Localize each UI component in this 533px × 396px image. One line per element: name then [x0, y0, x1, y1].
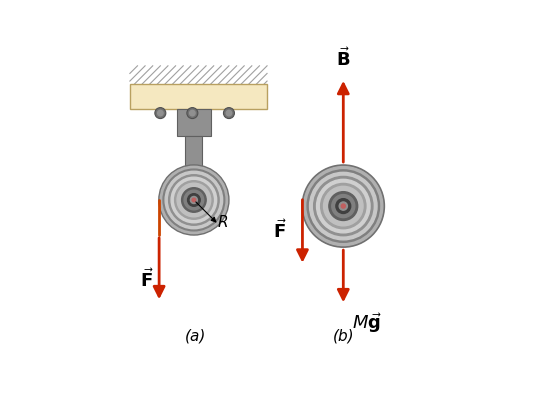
- Text: (a): (a): [185, 328, 206, 343]
- Circle shape: [192, 198, 196, 202]
- Circle shape: [184, 190, 204, 210]
- Circle shape: [187, 108, 198, 118]
- Bar: [185, 136, 201, 169]
- Circle shape: [332, 194, 355, 218]
- Circle shape: [158, 110, 163, 116]
- Circle shape: [324, 187, 363, 226]
- Circle shape: [339, 202, 348, 210]
- Circle shape: [313, 177, 373, 236]
- Circle shape: [226, 110, 232, 116]
- Circle shape: [188, 194, 200, 206]
- Circle shape: [307, 170, 379, 242]
- Circle shape: [182, 188, 206, 212]
- Bar: [130, 84, 267, 109]
- Circle shape: [329, 192, 358, 221]
- Circle shape: [223, 108, 235, 118]
- Circle shape: [317, 179, 370, 233]
- Circle shape: [190, 110, 195, 116]
- Text: $R$: $R$: [217, 214, 228, 230]
- Circle shape: [159, 165, 229, 235]
- Circle shape: [155, 108, 166, 118]
- Text: $M\vec{\mathbf{g}}$: $M\vec{\mathbf{g}}$: [352, 311, 382, 335]
- Circle shape: [190, 196, 197, 204]
- Circle shape: [304, 167, 383, 246]
- Circle shape: [165, 171, 223, 229]
- Circle shape: [341, 204, 345, 208]
- Circle shape: [177, 183, 211, 217]
- Circle shape: [160, 166, 228, 234]
- Text: $\vec{\mathbf{F}}$: $\vec{\mathbf{F}}$: [273, 219, 287, 242]
- Text: $\vec{\mathbf{F}}$: $\vec{\mathbf{F}}$: [140, 268, 154, 291]
- Circle shape: [175, 181, 213, 219]
- Text: $\vec{\mathbf{B}}$: $\vec{\mathbf{B}}$: [336, 48, 351, 70]
- Bar: [177, 109, 211, 136]
- Circle shape: [310, 172, 377, 240]
- Circle shape: [336, 199, 351, 213]
- Text: (b): (b): [333, 328, 354, 343]
- Circle shape: [163, 169, 225, 231]
- Circle shape: [321, 183, 366, 229]
- Circle shape: [171, 177, 217, 223]
- Circle shape: [302, 165, 384, 247]
- Circle shape: [168, 175, 219, 225]
